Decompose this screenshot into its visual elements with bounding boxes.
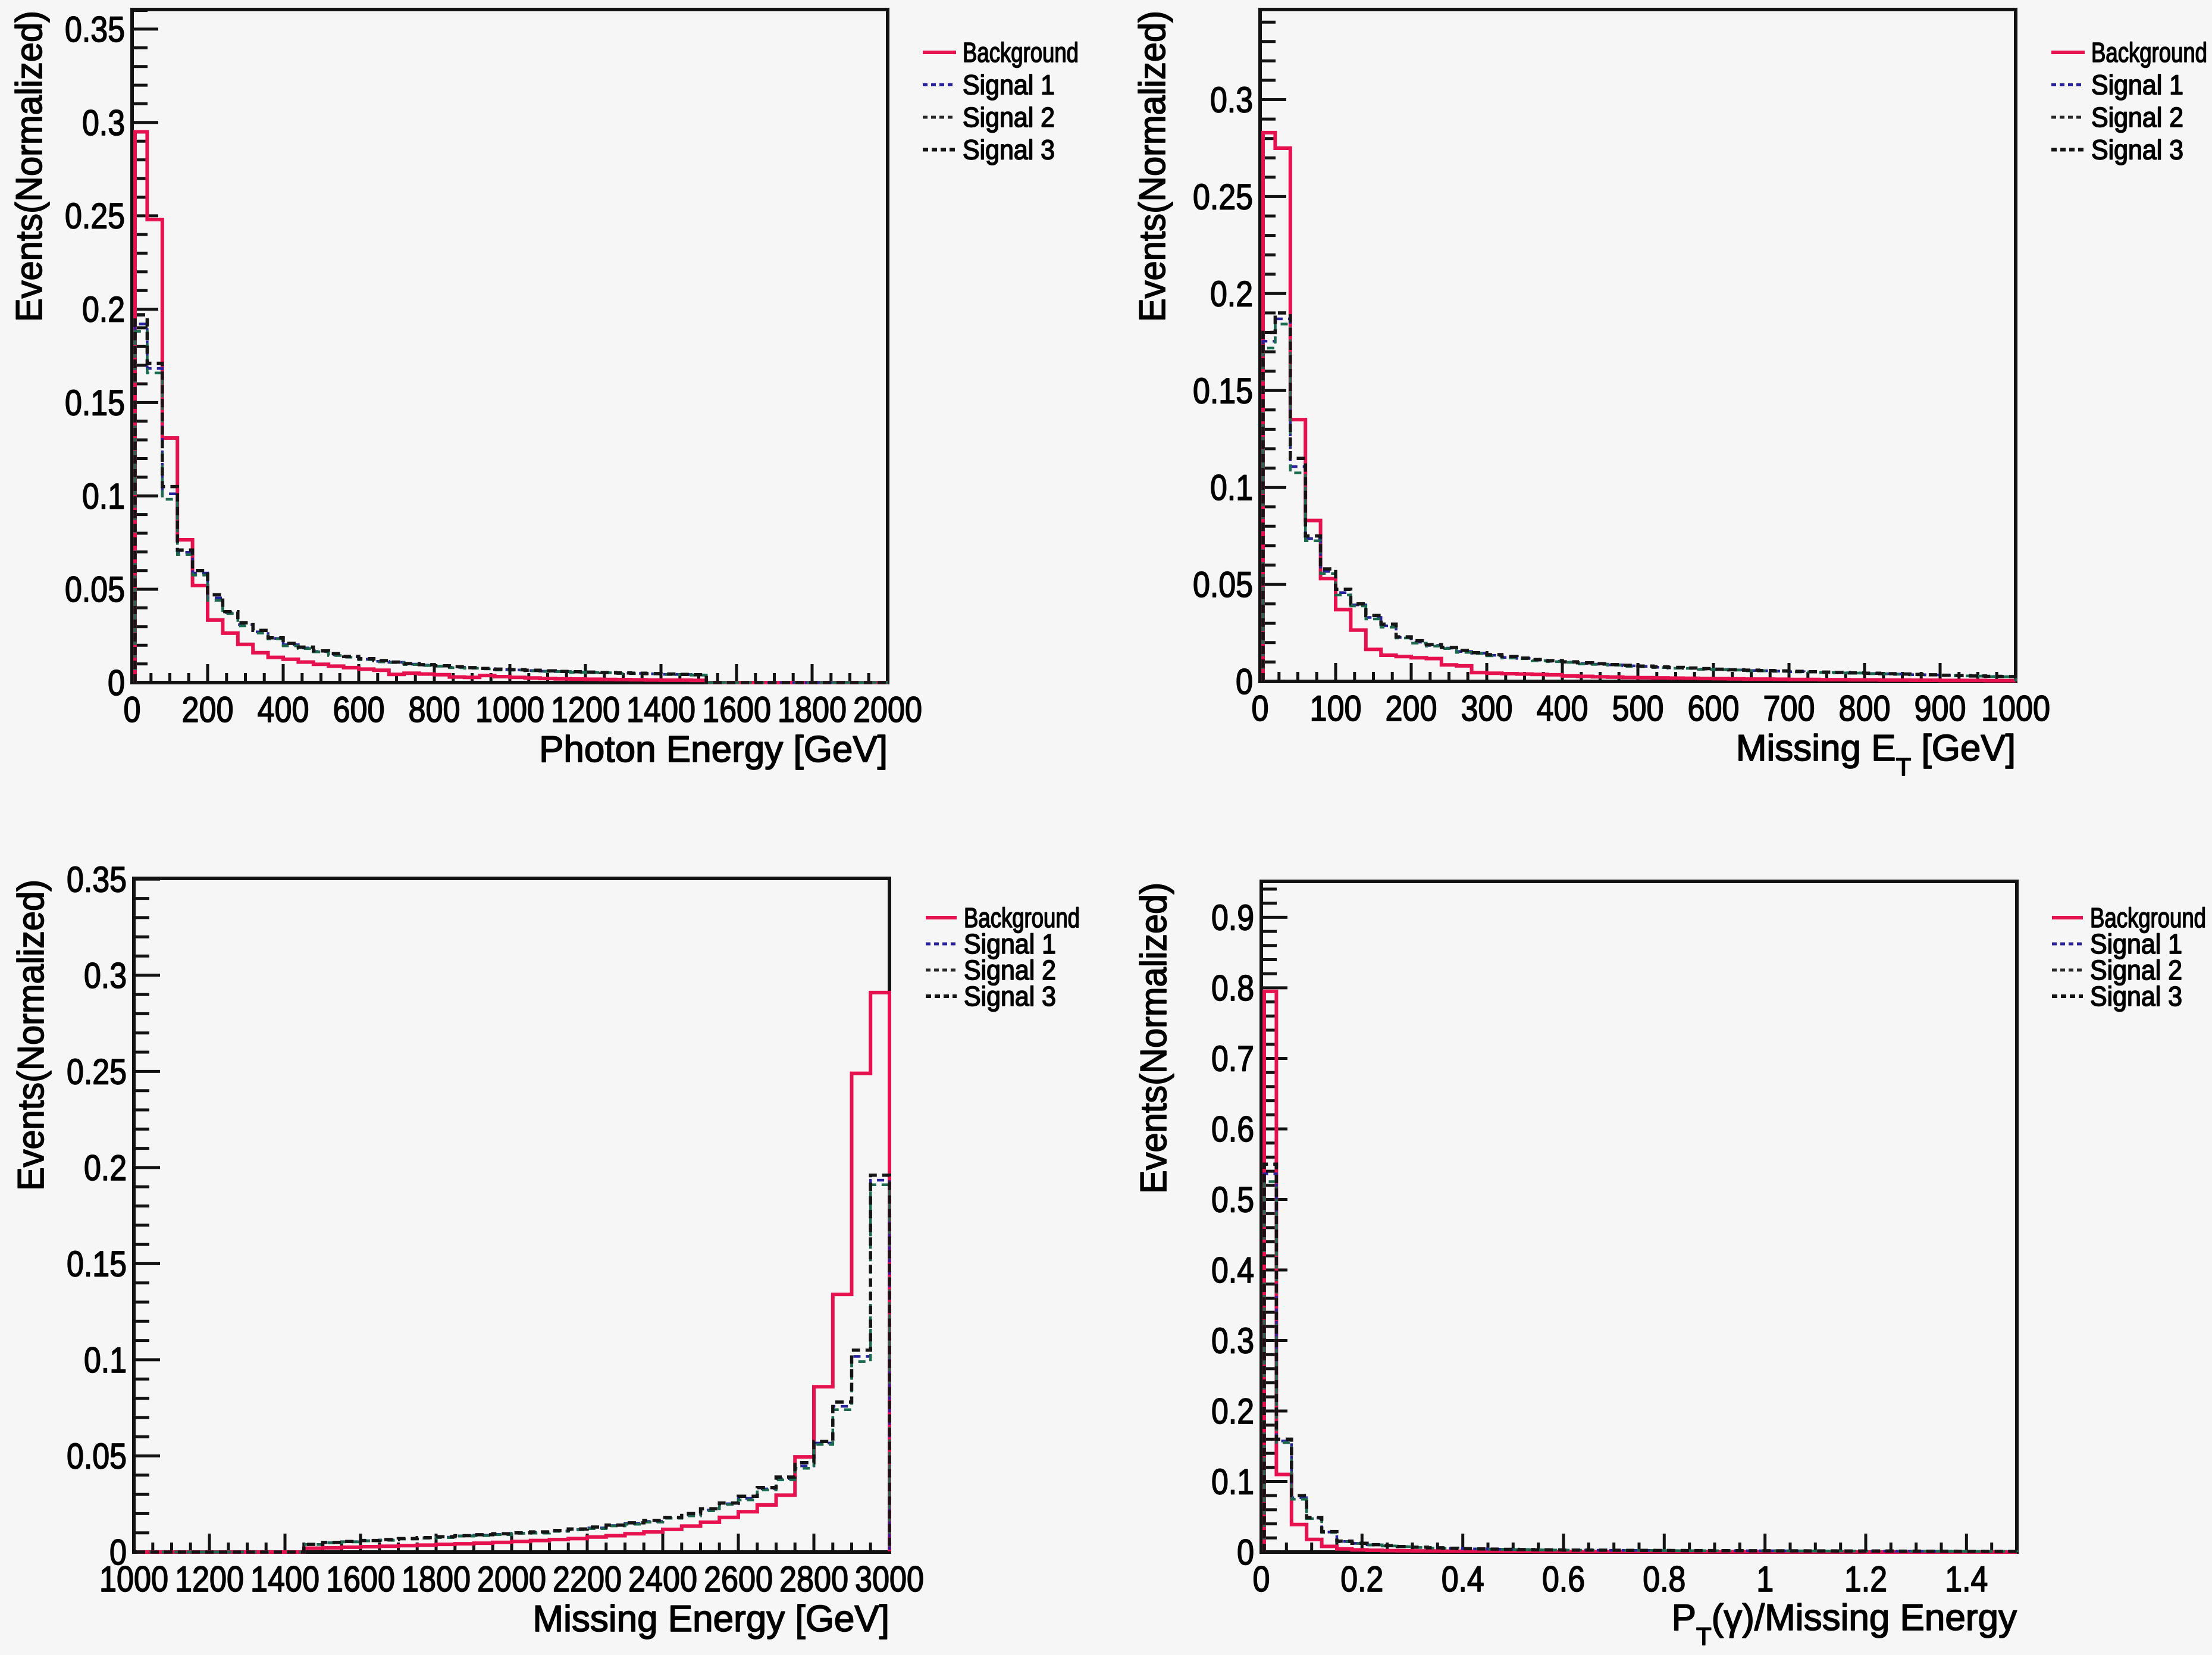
svg-text:1600: 1600	[702, 690, 771, 730]
svg-text:0.35: 0.35	[65, 10, 125, 49]
svg-text:1400: 1400	[626, 690, 695, 730]
svg-text:Background: Background	[2090, 902, 2206, 933]
svg-text:1.2: 1.2	[1844, 1559, 1887, 1599]
svg-text:900: 900	[1915, 689, 1966, 728]
svg-text:1800: 1800	[402, 1559, 471, 1599]
svg-text:Background: Background	[963, 37, 1079, 68]
svg-text:0.2: 0.2	[1340, 1559, 1383, 1599]
svg-text:400: 400	[258, 690, 309, 730]
svg-text:Signal 2: Signal 2	[964, 955, 1056, 986]
svg-text:2200: 2200	[553, 1559, 622, 1599]
svg-text:0.05: 0.05	[67, 1437, 127, 1476]
svg-text:0.5: 0.5	[1211, 1180, 1254, 1220]
svg-text:0.1: 0.1	[1211, 1462, 1254, 1502]
svg-text:Missing Energy [GeV]: Missing Energy [GeV]	[532, 1598, 889, 1640]
svg-text:0.6: 0.6	[1542, 1559, 1585, 1599]
svg-text:0.1: 0.1	[84, 1340, 127, 1380]
svg-text:Signal 2: Signal 2	[963, 102, 1055, 133]
svg-text:0: 0	[1236, 662, 1253, 702]
svg-text:2000: 2000	[853, 690, 922, 730]
svg-text:1200: 1200	[175, 1559, 244, 1599]
svg-text:0.4: 0.4	[1442, 1559, 1484, 1599]
svg-text:0.35: 0.35	[67, 859, 127, 899]
svg-text:0.15: 0.15	[1193, 371, 1253, 411]
svg-text:0.4: 0.4	[1211, 1250, 1254, 1290]
svg-text:0.3: 0.3	[82, 103, 125, 143]
svg-text:0.1: 0.1	[82, 476, 125, 516]
svg-text:0.6: 0.6	[1211, 1109, 1254, 1149]
svg-text:Events(Normalized): Events(Normalized)	[9, 11, 50, 322]
svg-text:1200: 1200	[551, 690, 620, 730]
svg-text:2000: 2000	[477, 1559, 546, 1599]
svg-text:Signal 1: Signal 1	[2090, 928, 2182, 959]
svg-text:600: 600	[333, 690, 385, 730]
svg-text:0.8: 0.8	[1643, 1559, 1685, 1599]
svg-text:0.15: 0.15	[67, 1244, 127, 1284]
svg-text:0.8: 0.8	[1211, 968, 1254, 1008]
svg-text:1800: 1800	[778, 690, 847, 730]
svg-text:1000: 1000	[1981, 689, 2050, 728]
svg-text:0.2: 0.2	[1211, 1391, 1254, 1431]
svg-text:0.1: 0.1	[1210, 468, 1253, 508]
svg-text:800: 800	[409, 690, 460, 730]
svg-text:0.05: 0.05	[1193, 565, 1253, 605]
svg-text:500: 500	[1612, 689, 1664, 728]
svg-text:Signal 1: Signal 1	[963, 70, 1055, 101]
svg-text:0.25: 0.25	[67, 1052, 127, 1091]
svg-text:1400: 1400	[250, 1559, 319, 1599]
svg-text:Photon Energy [GeV]: Photon Energy [GeV]	[539, 729, 888, 770]
svg-text:Signal 2: Signal 2	[2090, 955, 2182, 986]
svg-text:400: 400	[1537, 689, 1588, 728]
svg-text:100: 100	[1310, 689, 1362, 728]
svg-text:Signal 1: Signal 1	[2091, 70, 2183, 101]
svg-text:Events(Normalized): Events(Normalized)	[1132, 11, 1173, 322]
svg-text:0.25: 0.25	[1193, 177, 1253, 217]
svg-text:200: 200	[182, 690, 234, 730]
svg-text:1000: 1000	[99, 1559, 168, 1599]
svg-text:0.9: 0.9	[1211, 897, 1254, 937]
svg-text:Signal 3: Signal 3	[964, 981, 1056, 1012]
svg-text:0.2: 0.2	[84, 1148, 127, 1188]
svg-text:2400: 2400	[628, 1559, 697, 1599]
svg-text:0.3: 0.3	[1210, 80, 1253, 120]
svg-text:0.2: 0.2	[1210, 274, 1253, 314]
svg-text:1600: 1600	[326, 1559, 395, 1599]
svg-text:0.2: 0.2	[82, 290, 125, 330]
svg-text:0.3: 0.3	[84, 956, 127, 996]
svg-text:0: 0	[109, 1532, 127, 1572]
svg-text:Events(Normalized): Events(Normalized)	[1133, 883, 1174, 1194]
svg-text:600: 600	[1688, 689, 1740, 728]
svg-text:0: 0	[108, 663, 125, 703]
svg-text:0.3: 0.3	[1211, 1321, 1254, 1361]
svg-text:0: 0	[124, 690, 141, 730]
svg-text:0.05: 0.05	[65, 570, 125, 609]
svg-text:1: 1	[1756, 1559, 1774, 1599]
svg-text:Background: Background	[2091, 37, 2207, 68]
svg-text:Signal 3: Signal 3	[963, 134, 1055, 165]
svg-text:Signal 1: Signal 1	[964, 928, 1056, 959]
svg-text:800: 800	[1839, 689, 1891, 728]
svg-text:0.7: 0.7	[1211, 1039, 1254, 1079]
svg-text:0: 0	[1253, 1559, 1270, 1599]
svg-text:700: 700	[1763, 689, 1815, 728]
svg-text:0: 0	[1252, 689, 1269, 728]
svg-text:0.25: 0.25	[65, 196, 125, 236]
svg-text:1.4: 1.4	[1945, 1559, 1988, 1599]
svg-text:0: 0	[1237, 1532, 1254, 1572]
svg-text:Signal 3: Signal 3	[2091, 134, 2183, 165]
svg-text:1000: 1000	[475, 690, 544, 730]
svg-text:200: 200	[1386, 689, 1437, 728]
svg-text:Signal 2: Signal 2	[2091, 102, 2183, 133]
svg-text:Signal 3: Signal 3	[2090, 981, 2182, 1012]
svg-text:3000: 3000	[855, 1559, 924, 1599]
svg-text:2800: 2800	[779, 1559, 848, 1599]
svg-text:300: 300	[1461, 689, 1513, 728]
svg-text:Events(Normalized): Events(Normalized)	[11, 880, 52, 1191]
svg-text:2600: 2600	[704, 1559, 773, 1599]
svg-text:Background: Background	[964, 902, 1080, 933]
svg-text:0.15: 0.15	[65, 383, 125, 423]
